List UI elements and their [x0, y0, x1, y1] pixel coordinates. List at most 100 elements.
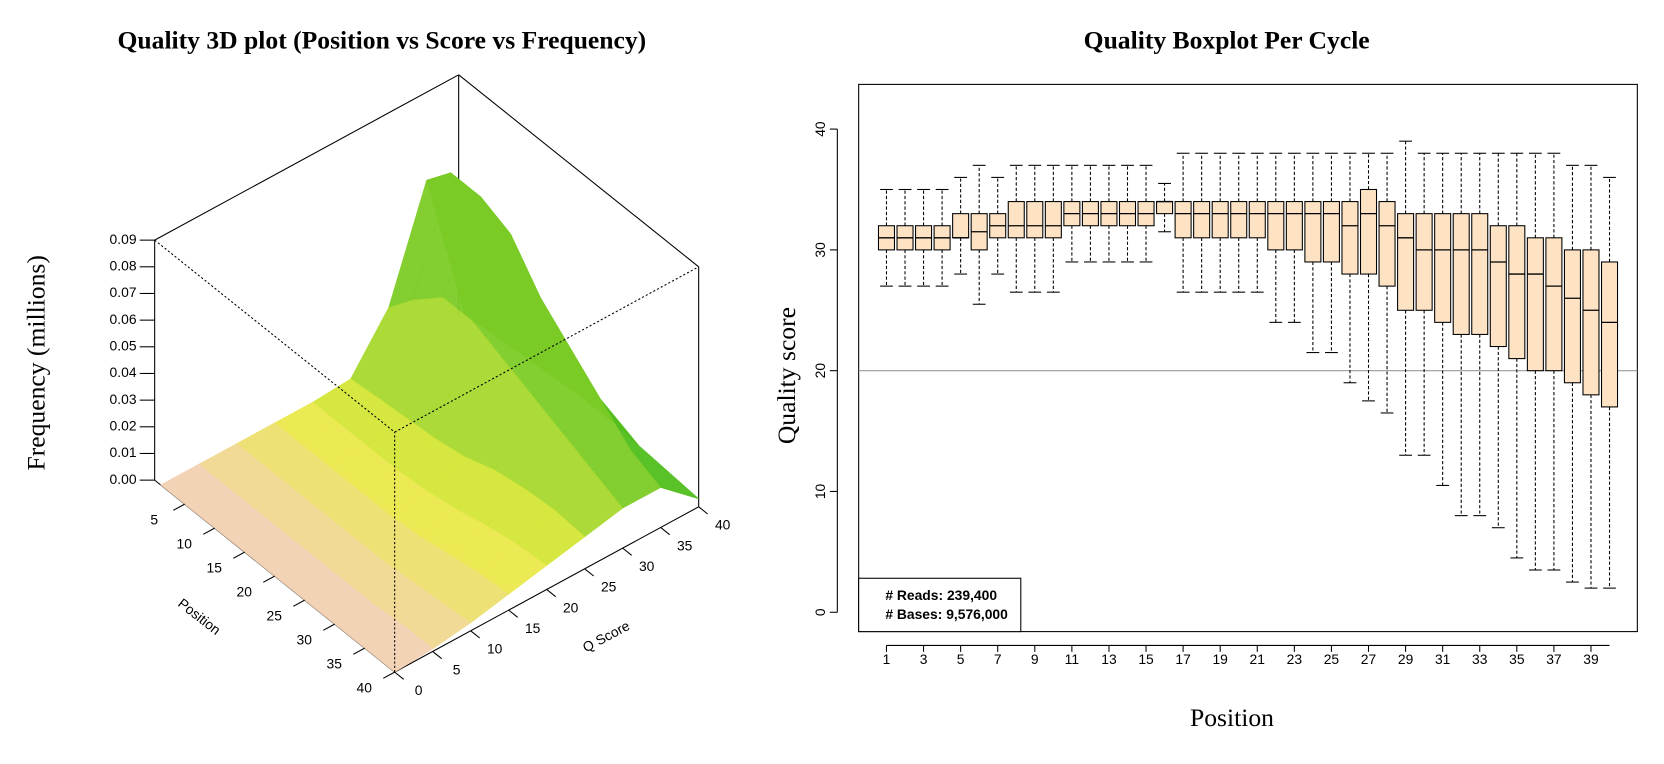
z-tick-label: 0.08: [110, 257, 137, 273]
y-tick-label: 5: [453, 661, 461, 677]
box: [1526, 237, 1544, 372]
box: [1508, 225, 1526, 360]
x-tick: [353, 647, 365, 655]
y-tick-label: 40: [715, 517, 731, 533]
x-tick-label: 1: [883, 651, 891, 667]
y-tick-label: 30: [812, 242, 828, 258]
x-axis-title: Position: [175, 595, 224, 638]
x-tick-label: 35: [327, 655, 343, 671]
z-tick-label: 0.00: [110, 471, 137, 487]
z-tick-label: 0.09: [110, 231, 137, 247]
box: [952, 213, 970, 239]
surface-facet: [364, 624, 434, 673]
x-tick-label: 20: [237, 583, 253, 599]
box: [1378, 201, 1396, 287]
box: [1193, 201, 1211, 239]
y-axis-title: Quality score: [772, 307, 801, 444]
box-edge: [458, 74, 699, 268]
x-tick: [263, 575, 275, 583]
box: [1285, 201, 1303, 251]
y-tick-label: 20: [563, 599, 579, 615]
x-tick-label: 31: [1435, 651, 1451, 667]
x-tick: [323, 623, 335, 631]
x-tick-label: 5: [957, 651, 965, 667]
box: [1341, 201, 1359, 275]
x-axis-title: Position: [1190, 703, 1274, 732]
z-tick-label: 0.04: [110, 364, 137, 380]
z-tick-label: 0.01: [110, 444, 137, 460]
y-tick: [698, 506, 708, 515]
box: [1304, 201, 1322, 263]
y-tick: [660, 527, 670, 536]
y-tick: [546, 589, 556, 598]
y-tick-label: 10: [812, 483, 828, 499]
note-box: [858, 577, 1022, 633]
x-tick: [293, 599, 305, 607]
box: [1359, 188, 1378, 275]
x-tick-label: 19: [1212, 651, 1228, 667]
x-tick: [173, 503, 185, 511]
x-tick-label: 3: [920, 651, 928, 667]
x-tick: [383, 671, 395, 679]
box: [1322, 201, 1340, 263]
x-tick-label: 17: [1175, 651, 1191, 667]
y-tick-label: 35: [677, 537, 693, 553]
x-tick-label: 37: [1546, 651, 1562, 667]
x-tick-label: 39: [1583, 651, 1599, 667]
y-tick-label: 10: [487, 641, 503, 657]
x-tick-label: 15: [1138, 651, 1154, 667]
z-tick-label: 0.02: [110, 417, 137, 433]
box: [1563, 249, 1581, 384]
x-tick-label: 13: [1101, 651, 1117, 667]
box: [1248, 201, 1266, 239]
x-tick-label: 11: [1065, 651, 1080, 667]
y-tick: [394, 671, 404, 680]
note-text: # Reads: 239,400: [885, 587, 997, 603]
box: [1174, 201, 1192, 239]
x-tick: [203, 527, 215, 535]
x-tick: [233, 551, 245, 559]
x-tick-label: 7: [994, 651, 1002, 667]
y-axis-title: Q Score: [580, 617, 633, 655]
box: [1415, 213, 1433, 311]
x-tick-label: 23: [1287, 651, 1303, 667]
box: [1452, 213, 1470, 335]
box: [1044, 201, 1062, 239]
y-tick: [470, 630, 480, 639]
x-tick-label: 40: [357, 679, 373, 695]
z-tick-label: 0.05: [110, 337, 137, 353]
x-tick-label: 33: [1472, 651, 1488, 667]
y-tick: [508, 609, 518, 618]
box: [1434, 213, 1452, 323]
z-tick-label: 0.03: [110, 391, 137, 407]
x-tick-label: 21: [1250, 651, 1266, 667]
y-tick: [622, 547, 632, 556]
y-tick: [584, 568, 594, 577]
box-edge: [154, 74, 459, 241]
x-tick-label: 9: [1031, 651, 1039, 667]
x-tick-label: 35: [1509, 651, 1525, 667]
box: [1582, 249, 1600, 396]
box: [1489, 225, 1507, 348]
y-tick-label: 0: [812, 608, 828, 616]
y-tick-label: 0: [415, 682, 423, 698]
box: [1230, 201, 1248, 239]
box-edge: [154, 239, 395, 433]
box: [1545, 237, 1563, 372]
box: [1156, 201, 1174, 215]
x-tick-label: 30: [297, 631, 313, 647]
box: [1471, 213, 1489, 335]
plot-frame: [858, 83, 1638, 633]
x-tick-label: 5: [150, 511, 158, 527]
box: [1267, 201, 1285, 251]
chart-title: Quality 3D plot (Position vs Score vs Fr…: [118, 26, 647, 55]
box: [1397, 213, 1415, 311]
z-tick-label: 0.06: [110, 311, 137, 327]
x-tick-label: 25: [1324, 651, 1340, 667]
z-tick-label: 0.07: [110, 284, 137, 300]
x-tick-label: 25: [267, 607, 283, 623]
box: [1211, 201, 1229, 239]
y-tick-label: 20: [812, 363, 828, 379]
x-tick-label: 27: [1361, 651, 1377, 667]
